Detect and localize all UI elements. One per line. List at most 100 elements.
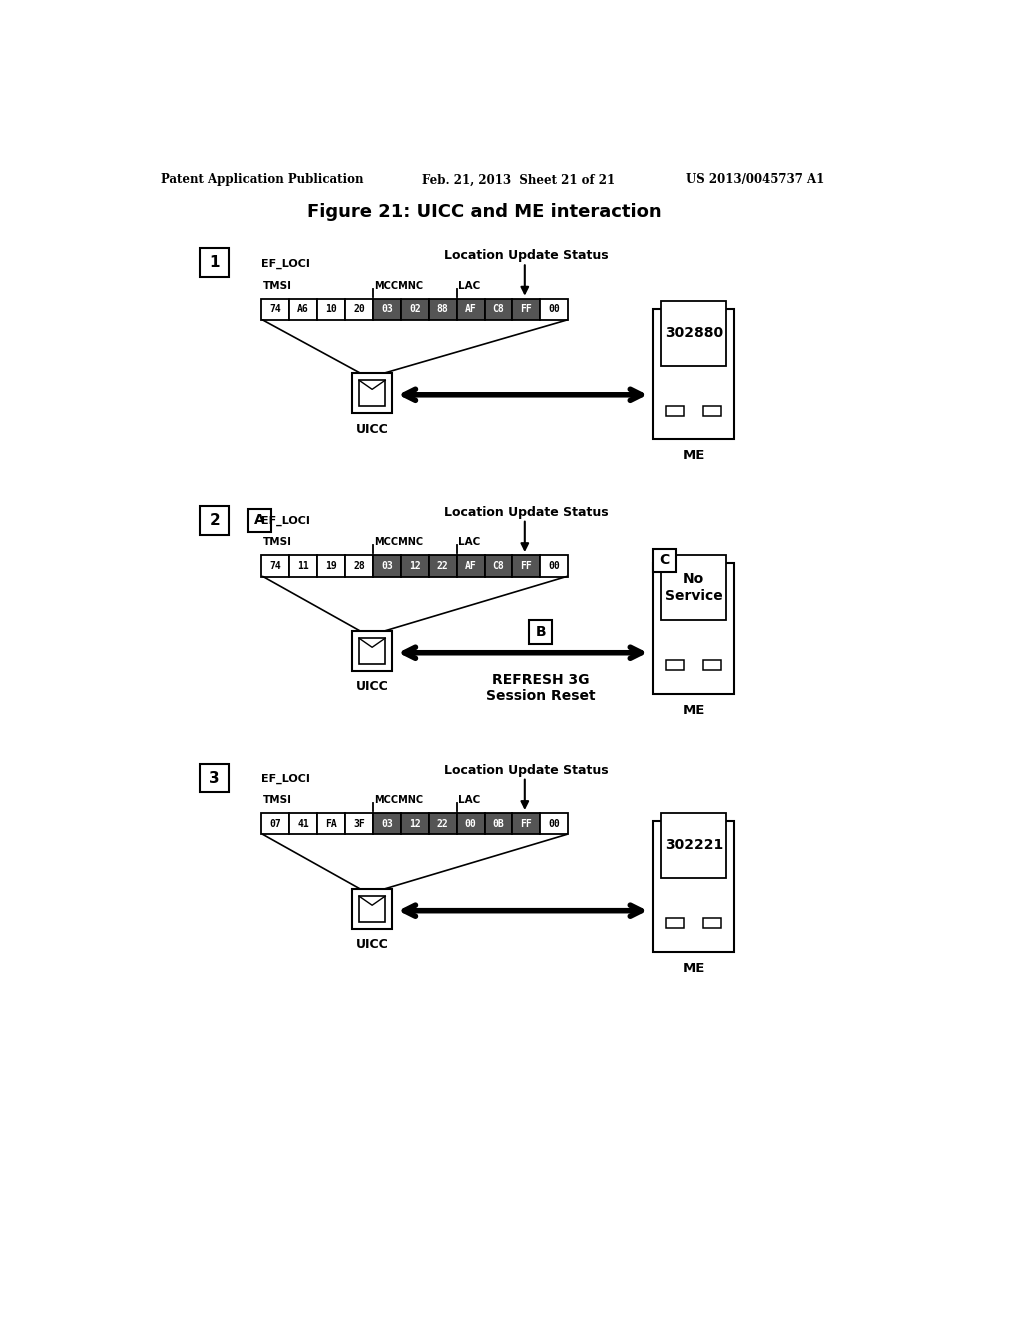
Bar [703, 917, 721, 928]
Text: Feb. 21, 2013  Sheet 21 of 21: Feb. 21, 2013 Sheet 21 of 21 [423, 173, 615, 186]
Text: A: A [254, 513, 265, 527]
Text: LAC: LAC [458, 281, 480, 290]
Text: 02: 02 [409, 305, 421, 314]
FancyBboxPatch shape [248, 508, 271, 532]
Bar [373, 813, 400, 834]
Text: No
Service: No Service [665, 573, 723, 603]
Bar [317, 813, 345, 834]
Text: C8: C8 [493, 561, 505, 570]
Text: Figure 21: UICC and ME interaction: Figure 21: UICC and ME interaction [307, 203, 662, 222]
Text: LAC: LAC [458, 795, 480, 805]
Bar [317, 298, 345, 321]
Text: 3: 3 [210, 771, 220, 785]
Text: TMSI: TMSI [263, 537, 292, 548]
Bar [703, 405, 721, 416]
Bar [662, 813, 726, 878]
Bar [457, 813, 484, 834]
Text: A6: A6 [297, 305, 309, 314]
Text: TMSI: TMSI [263, 795, 292, 805]
Text: 302880: 302880 [665, 326, 723, 341]
Bar [541, 298, 568, 321]
Text: 00: 00 [549, 305, 560, 314]
Bar [352, 890, 392, 929]
Text: 2: 2 [210, 512, 220, 528]
Bar [400, 554, 429, 577]
Text: FF: FF [520, 818, 532, 829]
Text: C: C [659, 553, 670, 568]
Text: 22: 22 [437, 818, 449, 829]
Bar [373, 554, 400, 577]
Bar [373, 298, 400, 321]
Bar [484, 813, 512, 834]
Bar [512, 298, 541, 321]
Bar [352, 631, 392, 671]
Text: 3F: 3F [353, 818, 365, 829]
Bar [662, 301, 726, 366]
Text: AF: AF [465, 561, 476, 570]
FancyBboxPatch shape [201, 506, 229, 535]
Text: 03: 03 [381, 818, 393, 829]
Text: Location Update Status: Location Update Status [444, 764, 608, 776]
Text: UICC: UICC [355, 422, 388, 436]
Text: 07: 07 [269, 818, 282, 829]
Bar [667, 405, 684, 416]
Text: LAC: LAC [458, 537, 480, 548]
Bar [429, 813, 457, 834]
Text: EF_LOCI: EF_LOCI [261, 774, 310, 784]
Bar [457, 554, 484, 577]
Bar [653, 309, 734, 440]
Bar [345, 813, 373, 834]
Text: 28: 28 [353, 561, 365, 570]
Bar [541, 554, 568, 577]
Text: US 2013/0045737 A1: US 2013/0045737 A1 [686, 173, 824, 186]
Bar [541, 813, 568, 834]
Text: FF: FF [520, 305, 532, 314]
Bar [512, 554, 541, 577]
Text: Patent Application Publication: Patent Application Publication [161, 173, 364, 186]
Text: ME: ME [683, 961, 705, 974]
Bar [653, 562, 734, 693]
Text: 03: 03 [381, 305, 393, 314]
Text: AF: AF [465, 305, 476, 314]
Bar [662, 554, 726, 620]
Bar [261, 554, 289, 577]
Text: C8: C8 [493, 305, 505, 314]
FancyBboxPatch shape [652, 549, 676, 572]
Text: 22: 22 [437, 561, 449, 570]
Bar [289, 554, 317, 577]
Text: 11: 11 [297, 561, 309, 570]
FancyBboxPatch shape [201, 764, 229, 792]
Text: Location Update Status: Location Update Status [444, 249, 608, 263]
Bar [667, 917, 684, 928]
Text: 1: 1 [210, 255, 220, 269]
Text: 00: 00 [549, 561, 560, 570]
Text: 74: 74 [269, 561, 282, 570]
Text: 03: 03 [381, 561, 393, 570]
Bar [667, 660, 684, 669]
Text: 20: 20 [353, 305, 365, 314]
Bar [359, 638, 385, 664]
Text: 12: 12 [409, 818, 421, 829]
Text: 74: 74 [269, 305, 282, 314]
Text: 19: 19 [326, 561, 337, 570]
Bar [261, 298, 289, 321]
Text: MCCMNC: MCCMNC [375, 795, 424, 805]
Text: UICC: UICC [355, 939, 388, 952]
Bar [400, 813, 429, 834]
Text: 00: 00 [465, 818, 476, 829]
Bar [289, 813, 317, 834]
Bar [512, 813, 541, 834]
Bar [400, 298, 429, 321]
Text: MCCMNC: MCCMNC [375, 281, 424, 290]
Text: MCCMNC: MCCMNC [375, 537, 424, 548]
Text: Location Update Status: Location Update Status [444, 506, 608, 519]
Bar [457, 298, 484, 321]
Text: ME: ME [683, 450, 705, 462]
Text: EF_LOCI: EF_LOCI [261, 515, 310, 525]
Bar [429, 298, 457, 321]
Text: FA: FA [326, 818, 337, 829]
Text: B: B [536, 624, 546, 639]
Bar [289, 298, 317, 321]
Text: 302221: 302221 [665, 838, 723, 853]
Text: 0B: 0B [493, 818, 505, 829]
